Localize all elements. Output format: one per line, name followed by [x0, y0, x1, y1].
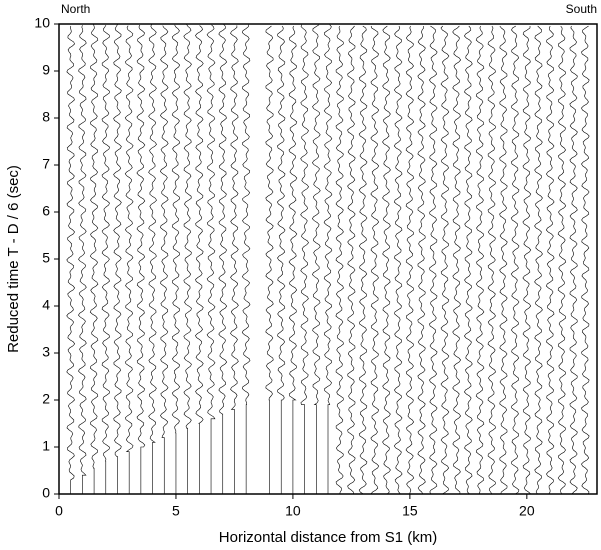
x-tick-label: 0 [55, 503, 63, 519]
seismic-trace [241, 24, 251, 494]
x-axis-label: Horizontal distance from S1 (km) [219, 529, 437, 546]
y-tick-label: 4 [42, 297, 50, 313]
seismic-trace [405, 25, 415, 495]
seismic-trace [534, 25, 543, 495]
seismic-trace [440, 25, 450, 495]
seismic-trace [370, 25, 380, 495]
seismic-trace [335, 25, 344, 495]
seismic-trace [195, 25, 204, 494]
y-tick-label: 10 [34, 15, 50, 31]
north-label: North [61, 2, 90, 16]
seismic-trace [276, 25, 286, 494]
seismic-trace [183, 24, 192, 494]
seismic-trace [265, 25, 274, 494]
y-axis-label: Reduced time T - D / 6 (sec) [5, 165, 22, 353]
seismic-trace [463, 25, 473, 495]
seismic-trace [89, 24, 99, 494]
seismic-trace [113, 24, 122, 494]
seismic-trace [148, 24, 157, 494]
x-tick-label: 10 [285, 503, 301, 519]
seismic-trace [124, 25, 134, 494]
y-tick-label: 0 [42, 485, 50, 501]
traces [66, 23, 590, 495]
x-tick-label: 20 [519, 503, 535, 519]
seismic-trace [311, 24, 321, 494]
seismic-trace [159, 25, 169, 494]
seismic-trace [206, 24, 216, 494]
x-tick-label: 5 [172, 503, 180, 519]
seismic-trace [499, 25, 508, 495]
y-tick-label: 7 [42, 156, 50, 172]
seismic-trace [452, 25, 462, 495]
seismic-trace [510, 25, 520, 495]
seismic-trace [475, 25, 485, 495]
seismic-trace [230, 25, 239, 494]
seismic-trace [136, 24, 146, 494]
seismic-trace [358, 25, 368, 495]
seismic-trace [545, 25, 555, 495]
y-tick-label: 5 [42, 250, 50, 266]
y-tick-label: 9 [42, 62, 50, 78]
seismic-trace [323, 24, 333, 494]
seismic-trace [300, 24, 309, 494]
seismic-trace [171, 24, 181, 494]
seismic-trace [581, 25, 590, 495]
seismic-trace [569, 25, 578, 495]
seismic-trace [78, 25, 87, 494]
seismic-trace [66, 25, 76, 494]
seismic-trace [101, 24, 110, 494]
y-tick-label: 6 [42, 203, 50, 219]
y-tick-label: 2 [42, 391, 50, 407]
x-tick-label: 15 [402, 503, 418, 519]
south-label: South [566, 2, 597, 16]
seismic-trace [417, 25, 426, 495]
y-tick-label: 1 [42, 438, 50, 454]
seismic-trace [382, 25, 391, 495]
seismic-trace [218, 23, 228, 494]
seismic-trace [487, 25, 496, 495]
seismic-trace [393, 25, 403, 495]
seismic-trace [347, 25, 356, 495]
seismic-trace [557, 25, 567, 495]
y-tick-label: 3 [42, 344, 50, 360]
y-tick-label: 8 [42, 109, 50, 125]
seismic-trace [288, 25, 298, 494]
seismic-trace [429, 25, 438, 495]
seismic-trace [522, 25, 532, 495]
